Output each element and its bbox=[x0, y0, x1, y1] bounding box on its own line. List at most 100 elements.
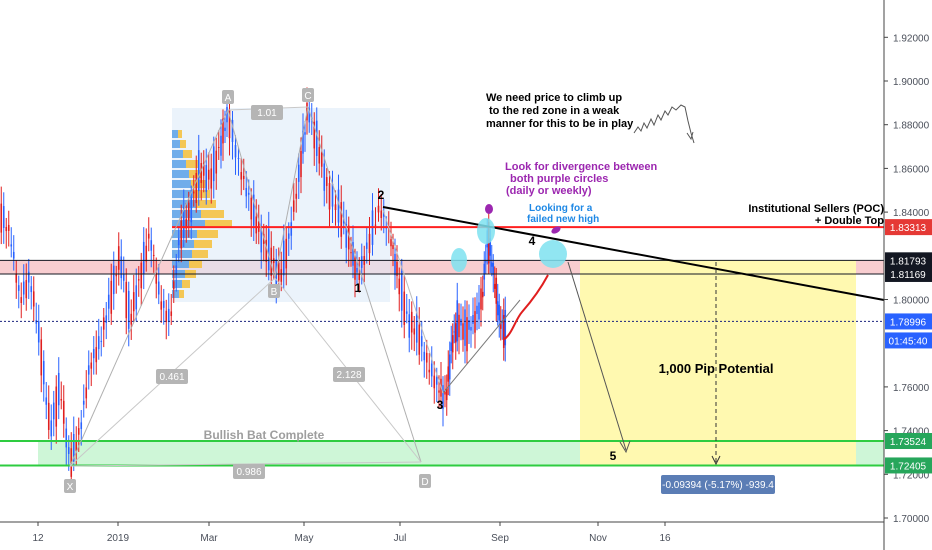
candle-body bbox=[466, 317, 468, 352]
candle-body bbox=[313, 121, 316, 149]
price-label-text: 1.81793 bbox=[890, 256, 927, 267]
price-label-bg bbox=[885, 219, 932, 236]
candle-body bbox=[423, 351, 426, 361]
candle-body bbox=[112, 265, 115, 295]
harmonic-ratio-badge bbox=[251, 105, 283, 120]
x-tick-label: 16 bbox=[659, 533, 671, 544]
y-tick-label: 1.92000 bbox=[893, 33, 930, 44]
candle-body bbox=[182, 206, 185, 239]
candle-body bbox=[245, 187, 248, 197]
candle-body bbox=[380, 210, 383, 218]
candle-body bbox=[42, 361, 45, 385]
price-label-bg bbox=[885, 332, 932, 349]
candle-body bbox=[180, 220, 183, 249]
volume-profile-bar-up bbox=[172, 190, 193, 198]
harmonic-ratio: 2.128 bbox=[333, 367, 365, 382]
candle-body bbox=[502, 314, 505, 348]
candle-body bbox=[445, 388, 448, 401]
candle-body bbox=[157, 281, 160, 295]
candle-body bbox=[470, 326, 472, 331]
price-label-bg bbox=[885, 433, 932, 450]
candle-body bbox=[202, 162, 205, 176]
harmonic-point-label: A bbox=[225, 93, 232, 104]
candle-body bbox=[207, 169, 210, 180]
candle-body bbox=[492, 263, 495, 275]
candle-body bbox=[325, 177, 328, 186]
candle-body bbox=[287, 233, 290, 239]
candle-body bbox=[493, 283, 496, 289]
candle-body bbox=[87, 365, 90, 375]
candle-body bbox=[117, 246, 120, 270]
volume-profile-bar-up bbox=[172, 180, 191, 188]
candle-body bbox=[403, 291, 406, 325]
candle-body bbox=[295, 193, 298, 199]
candle-body bbox=[468, 319, 470, 330]
wave-line bbox=[382, 209, 444, 394]
candle-body bbox=[392, 245, 394, 250]
candle-body bbox=[130, 313, 133, 325]
candle-body bbox=[435, 377, 438, 385]
projected-path bbox=[502, 274, 549, 341]
candle-body bbox=[165, 310, 168, 323]
candle-body bbox=[480, 288, 482, 310]
candle-body bbox=[7, 224, 10, 231]
candle-body bbox=[334, 204, 337, 211]
candle-body bbox=[451, 335, 454, 353]
harmonic-point-badge bbox=[64, 479, 76, 493]
candle-body bbox=[499, 323, 502, 329]
candle-body bbox=[394, 253, 396, 276]
candle-body bbox=[47, 402, 50, 430]
annotation-divergence-line1: Look for divergence between bbox=[505, 161, 657, 173]
candle-body bbox=[474, 311, 476, 333]
wave-label-4: 4 bbox=[529, 234, 536, 248]
candle-body bbox=[75, 441, 78, 451]
candle-body bbox=[80, 422, 83, 429]
candle-body bbox=[150, 240, 153, 251]
descending-trendline bbox=[382, 206, 885, 301]
candle-body bbox=[400, 270, 403, 311]
candle-body bbox=[105, 315, 108, 323]
volume-profile-bar-up bbox=[172, 280, 182, 288]
candle-body bbox=[396, 261, 398, 276]
candle-body bbox=[352, 242, 354, 266]
candle-body bbox=[226, 106, 228, 123]
sketch-arrowhead bbox=[686, 131, 694, 141]
harmonic-leg bbox=[227, 109, 276, 279]
price-label: 1.73524 bbox=[885, 433, 932, 450]
price-label-text: 01:45:40 bbox=[889, 336, 928, 347]
candle-body bbox=[210, 168, 213, 189]
candle-body bbox=[433, 375, 436, 389]
candle-body bbox=[290, 222, 293, 236]
candle-body bbox=[267, 229, 270, 271]
volume-profile-bar-down bbox=[178, 130, 182, 138]
candle-body bbox=[0, 203, 3, 233]
price-label-bg bbox=[885, 252, 932, 269]
candle-body bbox=[95, 347, 98, 363]
x-tick-label: Mar bbox=[200, 533, 218, 544]
candle-body bbox=[22, 281, 25, 295]
y-tick-label: 1.74000 bbox=[893, 427, 930, 438]
cyan-circle bbox=[451, 248, 467, 272]
measure-readout: -0.09394 (-5.17%) -939.4 bbox=[661, 475, 775, 494]
purple-circle bbox=[485, 204, 493, 214]
annotation-sellers-line1: Institutional Sellers (POC) bbox=[748, 203, 884, 215]
candle-body bbox=[140, 262, 143, 289]
candle-body bbox=[418, 324, 421, 355]
harmonic-ratio-badge bbox=[233, 464, 265, 479]
volume-profile-bar-down bbox=[186, 160, 198, 168]
harmonic-point-label: D bbox=[421, 477, 428, 488]
candle-body bbox=[110, 280, 113, 314]
candle-body bbox=[476, 305, 478, 314]
candle-body bbox=[12, 251, 15, 259]
volume-profile-bar-down bbox=[179, 290, 184, 298]
candle-body bbox=[37, 321, 40, 343]
harmonic-ratio: 1.01 bbox=[251, 105, 283, 120]
candle-body bbox=[304, 132, 306, 135]
candle-body bbox=[331, 183, 334, 207]
candle-body bbox=[350, 252, 352, 254]
x-tick-label: 12 bbox=[32, 533, 44, 544]
candle-body bbox=[217, 146, 220, 148]
volume-profile-bar-up bbox=[172, 240, 194, 248]
